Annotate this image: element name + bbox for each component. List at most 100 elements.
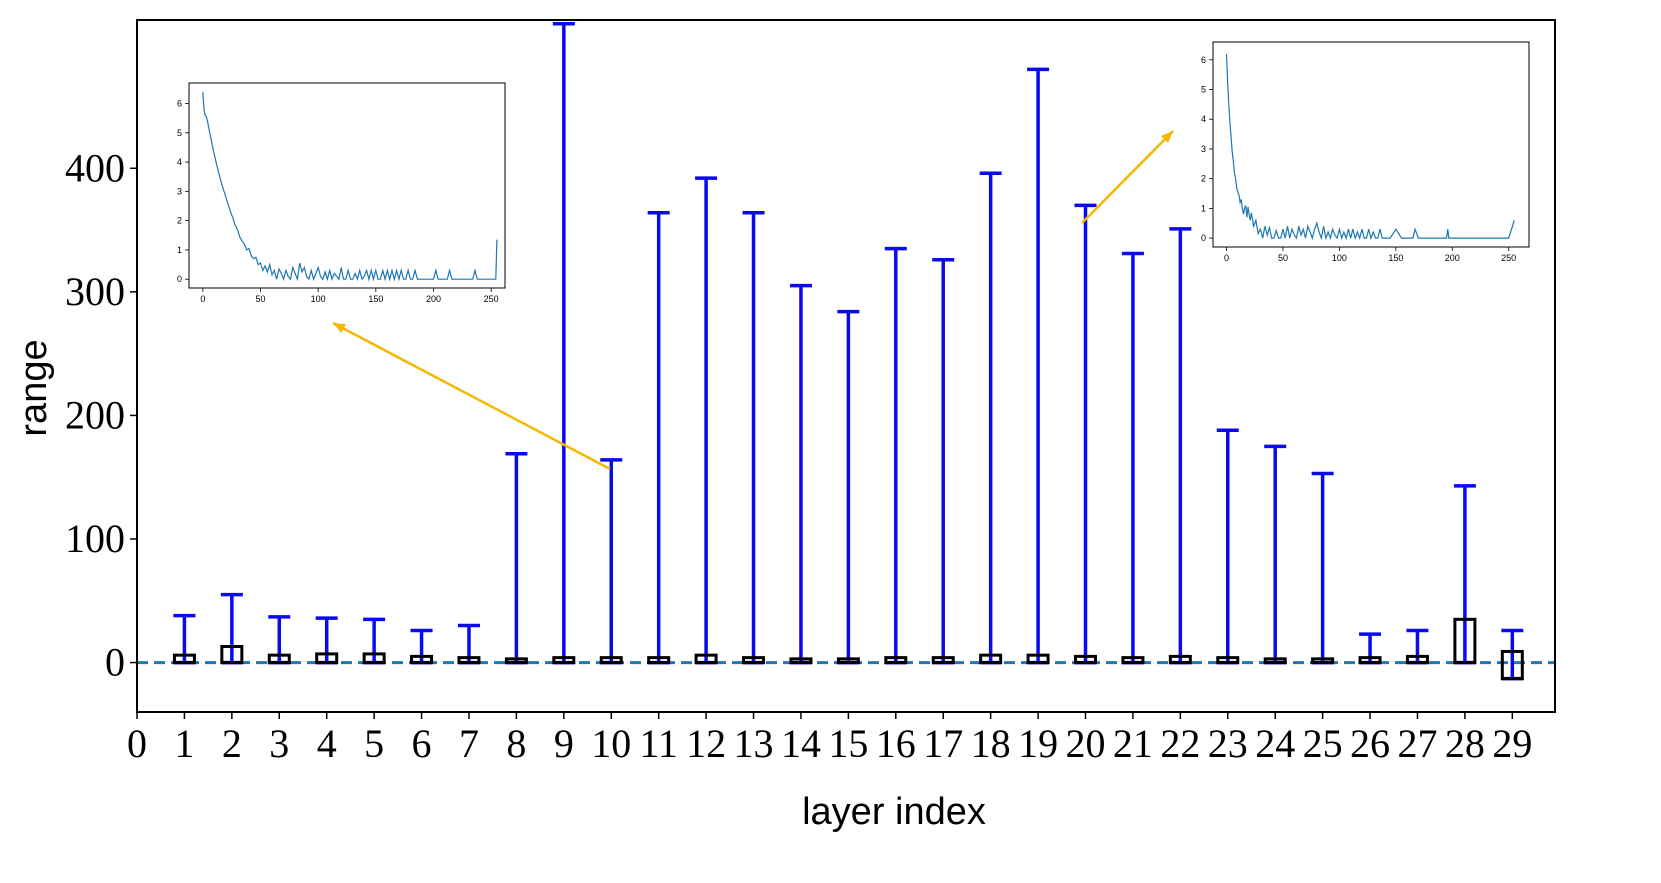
range-box xyxy=(836,657,860,665)
inset-y-tick-label: 2 xyxy=(177,216,182,226)
inset-x-tick-label: 0 xyxy=(1224,253,1229,263)
x-tick-label: 4 xyxy=(317,721,337,766)
x-axis-title: layer index xyxy=(802,791,986,833)
inset-y-tick-label: 5 xyxy=(1201,85,1206,95)
inset-x-tick-label: 150 xyxy=(1388,253,1403,263)
range-box xyxy=(789,657,813,665)
range-box xyxy=(979,653,1003,665)
range-bar-layer-11 xyxy=(647,211,671,665)
arrow-shaft xyxy=(1081,130,1174,224)
x-tick-label: 19 xyxy=(1018,721,1058,766)
x-tick-label: 26 xyxy=(1350,721,1390,766)
range-box xyxy=(742,656,766,665)
range-box xyxy=(315,652,339,665)
range-bar-layer-3 xyxy=(267,615,291,665)
inset-x-tick-label: 150 xyxy=(368,294,383,304)
range-bar-layer-2 xyxy=(220,592,244,665)
range-box xyxy=(410,654,434,665)
range-bar-layer-12 xyxy=(694,176,718,665)
range-bar-layer-22 xyxy=(1168,227,1192,665)
inset-y-tick-label: 3 xyxy=(177,186,182,196)
x-tick-label: 22 xyxy=(1160,721,1200,766)
x-tick-label: 29 xyxy=(1492,721,1532,766)
x-tick-label: 10 xyxy=(591,721,631,766)
x-tick-label: 3 xyxy=(269,721,289,766)
x-tick-label: 16 xyxy=(876,721,916,766)
range-bar-layer-4 xyxy=(315,616,339,665)
range-bar-layer-29 xyxy=(1500,628,1524,681)
inset-series-line xyxy=(1225,53,1515,241)
x-tick-label: 5 xyxy=(364,721,384,766)
x-tick-label: 9 xyxy=(554,721,574,766)
x-tick-label: 1 xyxy=(174,721,194,766)
range-box xyxy=(884,656,908,665)
y-tick-label: 0 xyxy=(105,640,125,685)
x-tick-label: 15 xyxy=(828,721,868,766)
inset-chart-layer-20: 0 50 100 150 200 250 0 1 2 3 4 5 6 xyxy=(1201,41,1530,263)
y-axis-title: range xyxy=(13,339,55,436)
range-box xyxy=(1358,656,1382,665)
inset-x-tick-label: 50 xyxy=(1278,253,1288,263)
x-tick-label: 21 xyxy=(1113,721,1153,766)
inset-frame xyxy=(188,82,506,289)
inset-y-tick-label: 6 xyxy=(177,99,182,109)
range-bars xyxy=(172,21,1524,681)
range-bar-layer-7 xyxy=(457,623,481,665)
x-tick-label: 28 xyxy=(1445,721,1485,766)
range-box xyxy=(172,653,196,665)
inset-y-tick-label: 0 xyxy=(177,274,182,284)
x-tick-label: 2 xyxy=(222,721,242,766)
y-tick-label: 300 xyxy=(65,269,125,314)
main-axes: 0 1 2 3 4 5 6 7 8 9 10 11 12 13 14 15 16 17 18 19 20 21 22 23 24… xyxy=(65,19,1556,766)
x-tick-label: 0 xyxy=(127,721,147,766)
range-box xyxy=(931,656,955,665)
range-box xyxy=(694,653,718,665)
range-bar-layer-13 xyxy=(742,211,766,665)
range-box xyxy=(552,656,576,665)
plot-frame xyxy=(136,19,1556,713)
inset-y-tick-label: 3 xyxy=(1201,144,1206,154)
range-bar-layer-10 xyxy=(599,458,623,665)
inset-x-tick-label: 250 xyxy=(484,294,499,304)
range-bar-layer-18 xyxy=(979,171,1003,665)
x-tick-label: 12 xyxy=(686,721,726,766)
y-tick-label: 100 xyxy=(65,516,125,561)
inset-chart-layer-10: 0 50 100 150 200 250 0 1 2 3 4 5 6 xyxy=(177,82,506,304)
inset-series-line xyxy=(202,91,498,282)
range-box xyxy=(647,656,671,665)
range-bar-layer-28 xyxy=(1453,484,1477,665)
range-bar-layer-17 xyxy=(931,257,955,665)
inset-x-tick-label: 200 xyxy=(426,294,441,304)
x-tick-label: 25 xyxy=(1303,721,1343,766)
range-bar-layer-23 xyxy=(1216,428,1240,665)
range-box xyxy=(1405,654,1429,665)
inset-frame xyxy=(1212,41,1530,248)
x-tick-label: 7 xyxy=(459,721,479,766)
range-box xyxy=(1311,657,1335,665)
x-tick-label: 20 xyxy=(1065,721,1105,766)
range-bar-layer-25 xyxy=(1311,471,1335,665)
y-tick-label: 200 xyxy=(65,392,125,437)
range-bar-layer-27 xyxy=(1405,628,1429,665)
range-box xyxy=(1073,654,1097,665)
inset-y-tick-label: 1 xyxy=(1201,203,1206,213)
inset-y-tick-label: 2 xyxy=(1201,174,1206,184)
x-tick-label: 6 xyxy=(412,721,432,766)
arrow-head xyxy=(1161,131,1173,144)
range-box xyxy=(267,653,291,665)
range-box xyxy=(1453,617,1477,665)
inset-x-tick-label: 200 xyxy=(1445,253,1460,263)
inset-y-tick-label: 5 xyxy=(177,128,182,138)
range-box xyxy=(1121,656,1145,665)
inset-arrows xyxy=(332,130,1174,471)
inset-y-tick-label: 4 xyxy=(177,157,182,167)
range-box xyxy=(362,652,386,665)
range-box xyxy=(457,656,481,665)
range-bar-layer-5 xyxy=(362,617,386,665)
x-tick-label: 14 xyxy=(781,721,821,766)
range-bar-layer-16 xyxy=(884,246,908,665)
range-bar-layer-9 xyxy=(552,21,576,665)
range-box xyxy=(1216,656,1240,665)
range-bar-layer-8 xyxy=(504,451,528,665)
inset-y-tick-label: 0 xyxy=(1201,233,1206,243)
